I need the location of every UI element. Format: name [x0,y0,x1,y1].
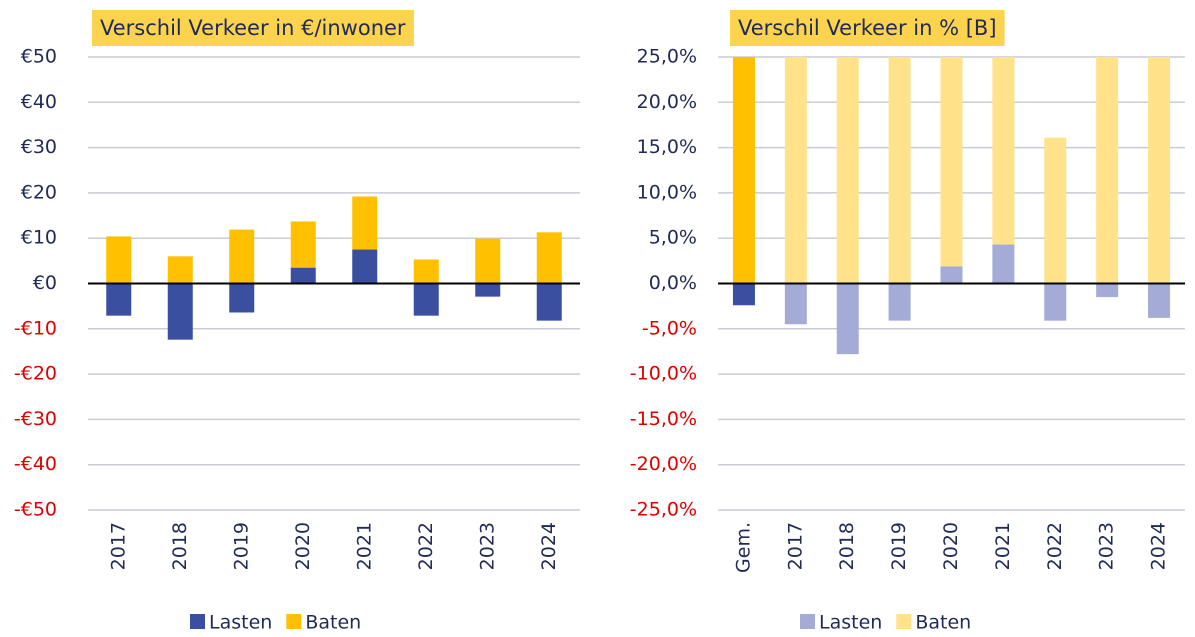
x-tick-label: Gem. [732,522,754,573]
bar [167,283,193,340]
bar [229,283,255,313]
y-tick-label: -€20 [14,363,57,385]
bar [290,267,316,284]
bar [475,283,501,297]
bar [413,283,439,316]
x-tick-label: 2022 [415,522,437,570]
y-tick-label: -€30 [14,408,57,430]
y-tick-label: -€50 [14,499,57,521]
y-tick-label: €0 [33,272,57,294]
bar [1148,283,1171,318]
bar [940,57,963,267]
bar [992,57,1015,245]
bar [290,221,316,268]
x-tick-label: 2018 [169,522,191,570]
bar [836,283,859,355]
bar [1096,57,1119,284]
bar [1044,137,1067,284]
bar [1044,283,1067,321]
y-tick-label: 20,0% [637,91,697,113]
bar [536,232,562,284]
x-tick-label: 2017 [784,522,806,570]
legend-swatch [286,614,302,629]
x-tick-label: 2018 [836,522,858,570]
bar [352,249,378,284]
title-box [92,10,414,46]
x-tick-label: 2023 [476,522,498,570]
y-tick-label: -5,0% [642,317,697,339]
y-tick-label: 5,0% [649,227,697,249]
x-tick-label: 2020 [292,522,314,570]
bar [1148,57,1171,284]
y-tick-label: -25,0% [630,499,697,521]
y-tick-label: €30 [21,136,57,158]
y-tick-label: 25,0% [637,46,697,68]
y-tick-label: -10,0% [630,363,697,385]
bar [836,57,859,284]
title-box [730,10,1005,46]
bar [475,238,501,284]
legend-label: Baten [305,612,361,634]
legend-swatch [800,614,815,629]
x-tick-label: 2017 [107,522,129,570]
bar [413,259,439,284]
y-tick-label: -15,0% [630,408,697,430]
x-tick-label: 2019 [888,522,910,570]
x-tick-label: 2019 [230,522,252,570]
y-tick-label: €40 [21,91,57,113]
bar [732,283,755,306]
y-tick-label: 10,0% [637,181,697,203]
y-tick-label: -€40 [14,453,57,475]
chart-title: Verschil Verkeer in % [B] [738,16,997,40]
bar [106,236,132,284]
y-tick-label: -€10 [14,317,57,339]
x-tick-label: 2023 [1096,522,1118,570]
legend-swatch [190,614,205,629]
y-tick-label: €50 [21,46,57,68]
y-tick-label: 15,0% [637,136,697,158]
bar [167,256,193,284]
legend-label: Lasten [209,612,272,634]
bar [229,229,255,284]
y-tick-label: -20,0% [630,453,697,475]
bar [888,57,911,284]
bar [940,266,963,284]
bar [1096,283,1119,298]
x-tick-label: 2024 [538,522,560,570]
x-tick-label: 2020 [940,522,962,570]
bars [106,196,562,340]
bar [784,283,807,325]
y-tick-label: 0,0% [649,272,697,294]
bar [888,283,911,321]
bar [992,244,1015,284]
legend-label: Lasten [819,612,882,634]
y-tick-label: €20 [21,181,57,203]
x-tick-label: 2022 [1044,522,1066,570]
legend-swatch [896,614,912,629]
bar [536,283,562,321]
legend-label: Baten [915,612,971,634]
bar [352,196,378,250]
y-tick-label: €10 [21,227,57,249]
x-tick-label: 2021 [353,522,375,570]
bar [732,57,755,284]
bars [732,57,1171,355]
x-tick-label: 2021 [992,522,1014,570]
bar [106,283,132,316]
chart-title: Verschil Verkeer in €/inwoner [100,16,406,40]
x-tick-label: 2024 [1148,522,1170,570]
bar [784,57,807,284]
